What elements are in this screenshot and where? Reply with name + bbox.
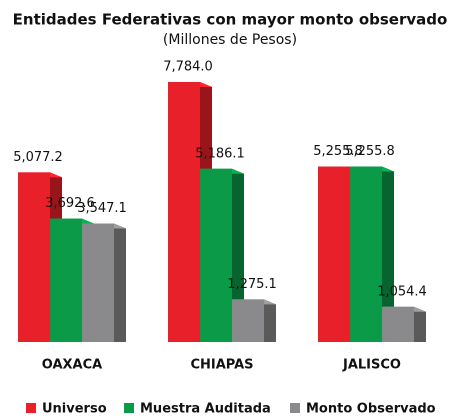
- bar-front: [50, 218, 82, 342]
- chart-title: Entidades Federativas con mayor monto ob…: [13, 11, 448, 29]
- value-label: 5,255.8: [313, 144, 363, 159]
- x-tick-label: OAXACA: [42, 358, 102, 373]
- legend-swatch: [124, 403, 134, 413]
- legend-label: Universo: [42, 402, 107, 417]
- legend-label: Muestra Auditada: [140, 402, 271, 417]
- bar-side: [232, 168, 244, 342]
- chart-subtitle: (Millones de Pesos): [163, 32, 297, 48]
- bar-front: [318, 166, 350, 342]
- legend-label: Monto Observado: [306, 402, 436, 417]
- bar-side: [264, 299, 276, 342]
- bar: [350, 166, 394, 342]
- value-label: 5,255.8: [345, 144, 395, 159]
- value-label: 5,186.1: [195, 146, 245, 161]
- bar-front: [382, 306, 414, 342]
- value-label: 5,077.2: [13, 150, 63, 165]
- bar-front: [350, 166, 382, 342]
- bar-front: [168, 82, 200, 342]
- bar-side: [382, 166, 394, 342]
- bar-side: [414, 306, 426, 342]
- bar-side: [114, 223, 126, 342]
- value-label: 3,692.6: [45, 196, 95, 211]
- legend-swatch: [290, 403, 300, 413]
- value-label: 1,275.1: [227, 277, 277, 292]
- legend-swatch: [26, 403, 36, 413]
- value-label: 3,547.1: [77, 201, 127, 216]
- bar: [82, 223, 126, 342]
- x-tick-label: CHIAPAS: [190, 358, 253, 373]
- x-tick-label: JALISCO: [342, 358, 401, 373]
- bar-front: [18, 172, 50, 342]
- bar-front: [232, 299, 264, 342]
- bar: [200, 168, 244, 342]
- value-label: 7,784.0: [163, 60, 213, 75]
- bar-front: [200, 168, 232, 342]
- bar-front: [82, 223, 114, 342]
- value-label: 1,054.4: [377, 284, 427, 299]
- bar: [232, 299, 276, 342]
- bar: [382, 306, 426, 342]
